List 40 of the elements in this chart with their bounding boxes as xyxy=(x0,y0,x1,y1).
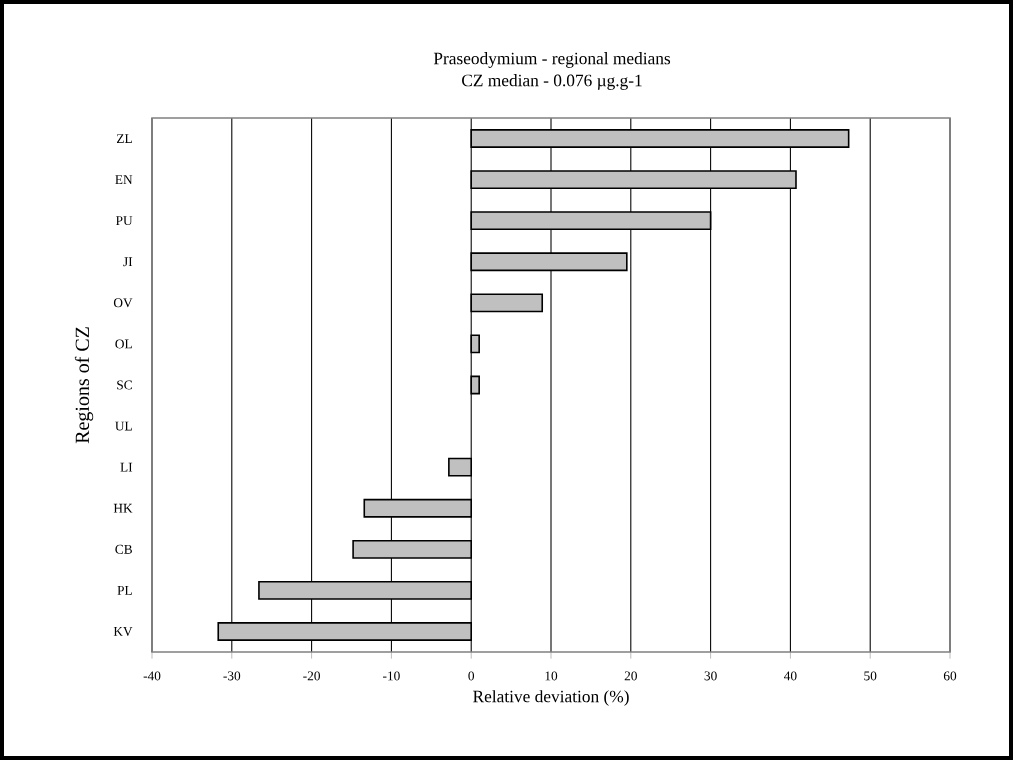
y-tick-label: CB xyxy=(115,544,132,554)
bar xyxy=(258,580,472,600)
y-tick-label: PL xyxy=(117,586,132,595)
x-axis-title: Relative deviation (%) xyxy=(473,690,629,706)
bar xyxy=(217,622,472,641)
bar xyxy=(363,498,472,518)
x-tick-label: 0 xyxy=(468,671,475,681)
x-tick-label: 40 xyxy=(783,671,797,681)
y-tick-label: LI xyxy=(120,462,133,472)
x-tick-label: 30 xyxy=(704,671,717,681)
x-tick-label: 10 xyxy=(545,671,558,681)
y-tick-label: ZL xyxy=(116,134,132,143)
bar xyxy=(470,129,850,148)
chart-title: Praseodymium - regional medians xyxy=(433,52,671,68)
y-tick-label: EN xyxy=(115,175,133,184)
y-tick-label: JI xyxy=(123,257,133,267)
y-tick-label: SC xyxy=(117,380,132,390)
y-tick-label: HK xyxy=(113,503,133,513)
x-tick-label: 50 xyxy=(864,671,877,681)
x-tick-label: -30 xyxy=(223,671,241,681)
y-tick-label: KV xyxy=(113,626,133,636)
chart-subtitle: CZ median - 0.076 µg.g-1 xyxy=(462,74,642,90)
bar xyxy=(352,539,472,559)
bar xyxy=(470,293,544,313)
bar xyxy=(470,375,480,395)
bar xyxy=(470,211,712,231)
bar xyxy=(470,334,480,354)
y-tick-label: OV xyxy=(113,298,133,308)
y-tick-label: PU xyxy=(115,216,133,226)
y-tick-label: UL xyxy=(115,421,132,431)
bar xyxy=(470,252,628,272)
x-tick-label: -20 xyxy=(303,671,320,681)
x-tick-label: 20 xyxy=(624,671,637,681)
x-tick-label: 60 xyxy=(943,671,957,681)
x-tick-label: -10 xyxy=(383,671,400,681)
bar xyxy=(448,457,472,477)
y-tick-label: OL xyxy=(115,339,132,349)
x-tick-label: -40 xyxy=(143,671,161,681)
bar xyxy=(470,170,797,190)
y-axis-title: Regions of CZ xyxy=(74,327,94,444)
